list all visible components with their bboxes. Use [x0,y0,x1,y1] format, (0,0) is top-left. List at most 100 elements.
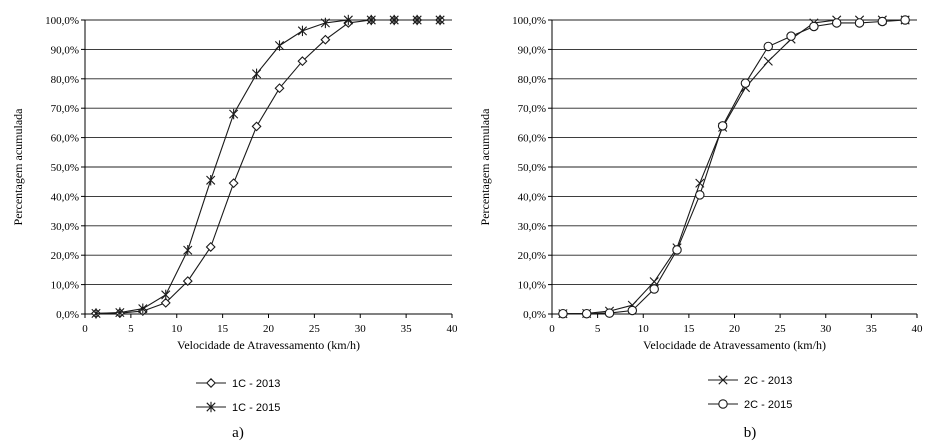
data-point [854,18,865,28]
panel-label: a) [232,425,244,441]
data-point [389,14,399,26]
legend-label: 1C - 2013 [232,378,280,390]
marker-stroke [763,56,773,66]
series-2 [558,15,910,319]
series-line [563,19,906,315]
data-point [228,178,239,189]
data-point [717,121,728,131]
legend-item: 2C - 2015 [708,399,792,411]
data-point [763,56,773,66]
legend-item: 1C - 2015 [196,401,280,414]
data-point [297,25,308,37]
y-tick-label: 20,0% [51,250,79,262]
data-point [763,41,774,52]
x-tick-label: 30 [355,323,367,335]
data-point [274,83,285,94]
y-tick-label: 30,0% [51,221,79,233]
y-tick-label: 90,0% [51,44,79,56]
data-point [412,14,422,26]
legend-label: 1C - 2015 [232,402,280,414]
legend-item: 2C - 2013 [708,375,792,387]
data-point [831,18,842,28]
x-tick-label: 35 [401,323,413,335]
data-point [320,17,330,29]
y-tick-label: 0,0% [523,309,546,321]
data-point [672,245,682,255]
y-tick-label: 80,0% [51,74,79,86]
legend-marker [718,375,728,385]
x-tick-label: 25 [775,323,787,335]
x-tick-label: 35 [866,323,878,335]
y-axis-title: Percentagem acumulada [11,108,25,226]
x-tick-label: 25 [309,323,321,335]
data-point [229,108,239,120]
y-tick-label: 40,0% [518,191,546,203]
y-tick-label: 100,0% [45,15,79,27]
series-2 [91,14,445,319]
x-tick-label: 10 [638,323,650,335]
x-tick-label: 0 [82,323,88,335]
y-tick-label: 50,0% [518,162,546,174]
data-point [205,241,216,252]
legend-marker [206,378,216,388]
legend-label: 2C - 2013 [744,375,792,387]
data-point [558,308,568,319]
panel-label: b) [744,425,757,441]
data-point [786,31,796,41]
legend-marker [206,401,216,413]
y-tick-label: 10,0% [518,280,546,292]
x-tick-label: 10 [171,323,183,335]
data-point [604,308,615,318]
x-tick-label: 15 [217,323,229,335]
data-point [435,14,445,26]
data-point [649,284,659,294]
data-point [809,21,819,32]
data-point [138,303,148,314]
y-tick-label: 40,0% [51,191,79,203]
data-point [115,307,125,318]
y-tick-label: 100,0% [512,15,546,27]
y-tick-label: 70,0% [518,103,546,115]
x-tick-label: 0 [549,323,555,335]
data-point [900,15,910,25]
y-tick-label: 50,0% [51,162,79,174]
y-tick-label: 60,0% [51,133,79,145]
y-tick-label: 10,0% [51,280,79,292]
series-line [562,19,906,315]
marker-stroke [718,375,728,385]
x-tick-label: 30 [820,323,832,335]
legend-item: 1C - 2013 [196,378,280,390]
data-point [161,289,171,301]
x-tick-label: 5 [595,323,601,335]
data-point [740,78,751,88]
x-axis-title: Velocidade de Atravessamento (km/h) [643,338,826,352]
x-tick-label: 20 [263,323,275,335]
data-point [183,245,193,256]
y-axis-title: Percentagem acumulada [478,108,492,226]
data-point [206,175,216,186]
data-point [343,14,353,26]
y-tick-label: 70,0% [51,103,79,115]
data-point [251,121,262,132]
data-point [91,308,101,319]
x-tick-label: 15 [683,323,695,335]
y-tick-label: 90,0% [518,44,546,56]
data-point [182,276,193,287]
chart-a: 0,0% 10,0% 20,0% 30,0% 40,0% 50,0% 60,0% 70,0% 8… [11,14,459,441]
data-point [160,297,171,308]
data-point [877,16,888,27]
y-tick-label: 20,0% [518,250,546,262]
marker-stroke [649,277,659,287]
y-tick-label: 0,0% [56,309,79,321]
legend-marker [718,399,728,409]
y-tick-label: 80,0% [518,74,546,86]
series-line [95,19,441,314]
data-point [695,190,705,200]
x-tick-label: 5 [128,323,134,335]
x-tick-label: 40 [912,323,924,335]
data-point [251,68,262,80]
y-tick-label: 30,0% [518,221,546,233]
data-point [320,34,331,45]
data-point [297,56,308,67]
x-tick-label: 40 [447,323,459,335]
